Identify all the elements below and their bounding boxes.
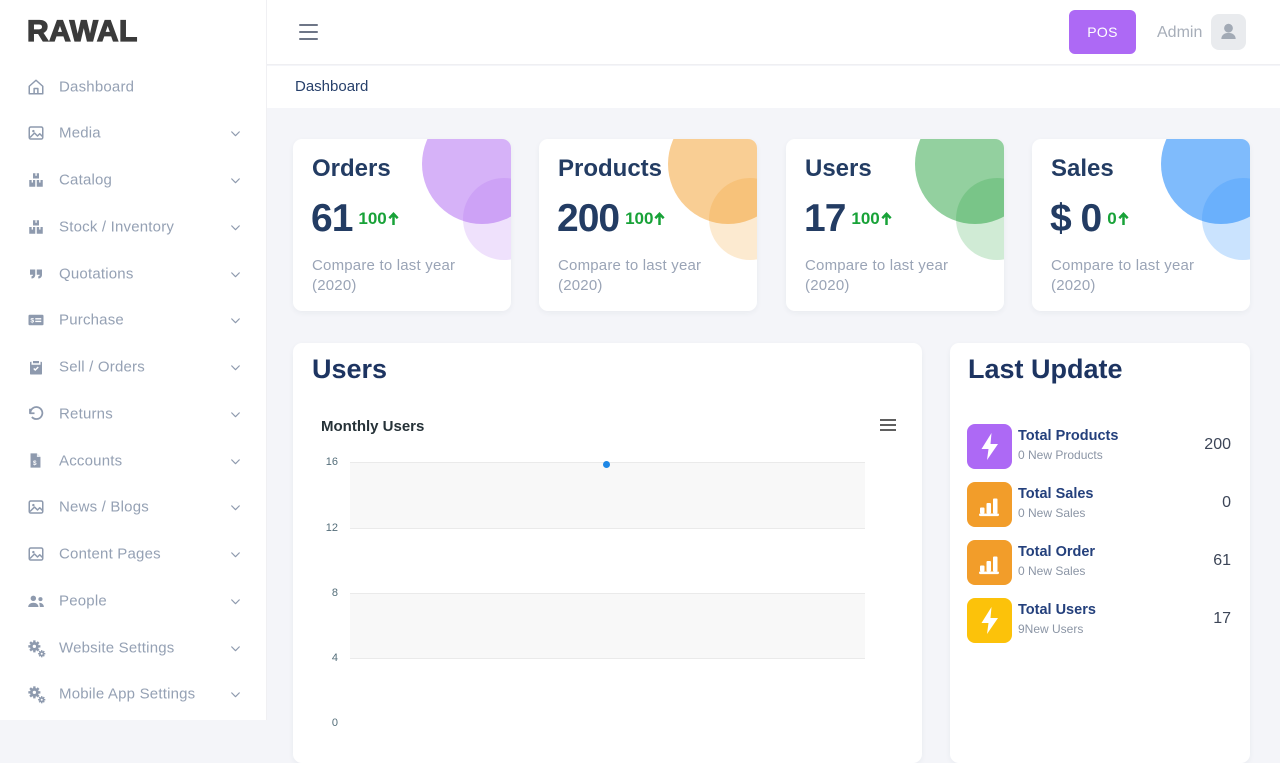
svg-text:$: $	[33, 459, 37, 466]
svg-text:$: $	[30, 318, 34, 325]
